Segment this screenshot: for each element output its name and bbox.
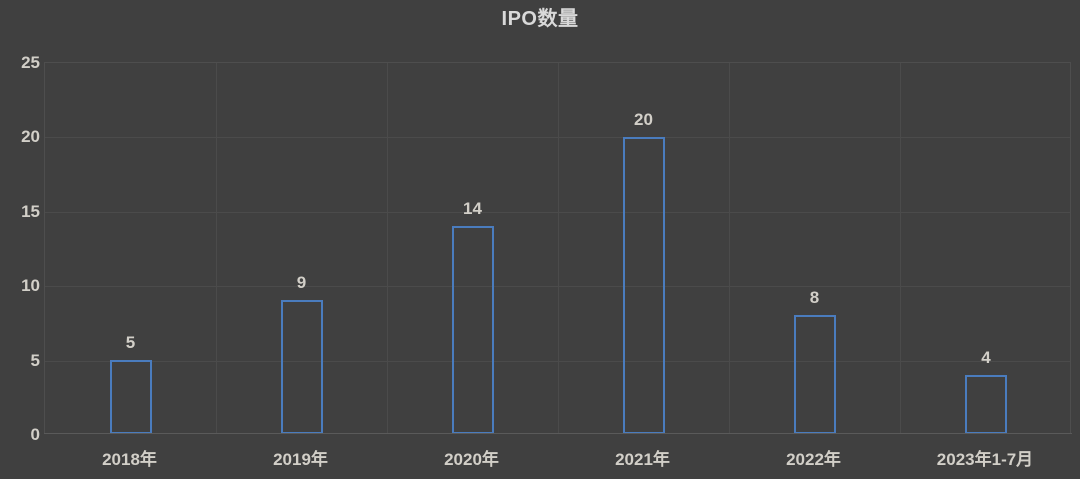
bar-group: 14 — [387, 62, 558, 434]
x-tick-label-2018: 2018年 — [102, 450, 157, 469]
x-tick-label-2023: 2023年1-7月 — [936, 450, 1034, 469]
bar-rect[interactable] — [451, 226, 494, 434]
bar-group: 9 — [216, 62, 387, 434]
y-tick-label-25: 25 — [21, 53, 40, 72]
y-tick-label-0: 0 — [30, 425, 40, 444]
bar-value-label: 20 — [634, 110, 653, 129]
gridline-horizontal-15 — [45, 212, 1070, 213]
gridline-vertical-3 — [558, 63, 559, 434]
bar-rect[interactable] — [109, 360, 152, 434]
gridline-horizontal-5 — [45, 361, 1070, 362]
bar-group: 5 — [45, 62, 216, 434]
bar-rect[interactable] — [280, 300, 323, 434]
y-tick-label-15: 15 — [21, 202, 40, 221]
bar-group: 4 — [900, 62, 1072, 434]
bar-rect[interactable] — [793, 315, 836, 434]
chart-title: IPO数量 — [501, 8, 579, 30]
bar-value-label: 14 — [463, 199, 482, 218]
bar-rect[interactable] — [622, 137, 665, 434]
bar-group: 20 — [558, 62, 729, 434]
x-axis: 2018年 2019年 2020年 2021年 2022年 2023年1-7月 — [44, 446, 1071, 479]
y-tick-label-10: 10 — [21, 276, 40, 295]
gridline-vertical-1 — [216, 63, 217, 434]
bar-value-label: 8 — [809, 288, 820, 307]
x-tick-label-2022: 2022年 — [786, 450, 841, 469]
bar-value-label: 5 — [125, 333, 136, 352]
bar-rect[interactable] — [965, 375, 1007, 434]
gridline-vertical-4 — [729, 63, 730, 434]
x-tick-label-2020: 2020年 — [444, 450, 499, 469]
x-tick-label-2019: 2019年 — [273, 450, 328, 469]
gridline-horizontal-20 — [45, 137, 1070, 138]
y-tick-label-20: 20 — [21, 127, 40, 146]
plot-area: 5 9 14 20 8 4 — [44, 62, 1071, 434]
y-tick-label-5: 5 — [30, 351, 40, 370]
bar-value-label: 9 — [296, 273, 307, 292]
bar-value-label: 4 — [981, 348, 991, 367]
x-axis-baseline — [44, 433, 1072, 434]
y-axis: 25 20 15 10 5 0 — [0, 0, 40, 479]
gridline-horizontal-10 — [45, 286, 1070, 287]
x-tick-label-2021: 2021年 — [615, 450, 670, 469]
gridline-vertical-5 — [900, 63, 901, 434]
bar-group: 8 — [729, 62, 900, 434]
gridline-vertical-2 — [387, 63, 388, 434]
